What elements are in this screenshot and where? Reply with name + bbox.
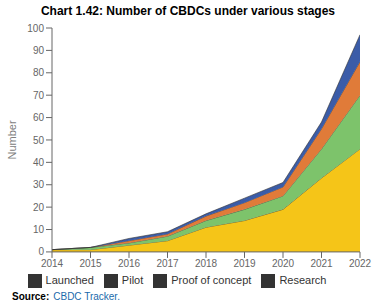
svg-text:2016: 2016 — [118, 258, 141, 269]
svg-text:100: 100 — [27, 23, 44, 34]
html-text:Proof of concept: Proof of concept — [171, 273, 252, 286]
html-text:Pilot: Pilot — [121, 273, 144, 286]
svg-text:0: 0 — [38, 246, 44, 257]
svg-text:2022: 2022 — [349, 258, 368, 269]
svg-text:2020: 2020 — [272, 258, 295, 269]
svg-text:50: 50 — [33, 135, 45, 146]
svg-text:Number: Number — [8, 120, 18, 159]
html-text:Launched: Launched — [45, 273, 94, 286]
svg-text:2019: 2019 — [233, 258, 256, 269]
svg-text:30: 30 — [33, 179, 45, 190]
html-text:Source: CBDC Tracker.: Source: CBDC Tracker. — [12, 291, 120, 302]
svg-text:90: 90 — [33, 45, 45, 56]
svg-text:40: 40 — [33, 157, 45, 168]
svg-text:2018: 2018 — [195, 258, 218, 269]
html-text:Chart 1.42: Number of CBDCs un: Chart 1.42: Number of CBDCs under variou… — [41, 4, 335, 18]
svg-text:70: 70 — [33, 90, 45, 101]
svg-text:2015: 2015 — [79, 258, 102, 269]
svg-text:2021: 2021 — [310, 258, 333, 269]
svg-text:2014: 2014 — [41, 258, 64, 269]
svg-text:10: 10 — [33, 224, 45, 235]
svg-text:80: 80 — [33, 67, 45, 78]
html-text:Research: Research — [279, 273, 327, 286]
svg-text:20: 20 — [33, 202, 45, 213]
svg-text:60: 60 — [33, 112, 45, 123]
svg-text:2017: 2017 — [156, 258, 179, 269]
